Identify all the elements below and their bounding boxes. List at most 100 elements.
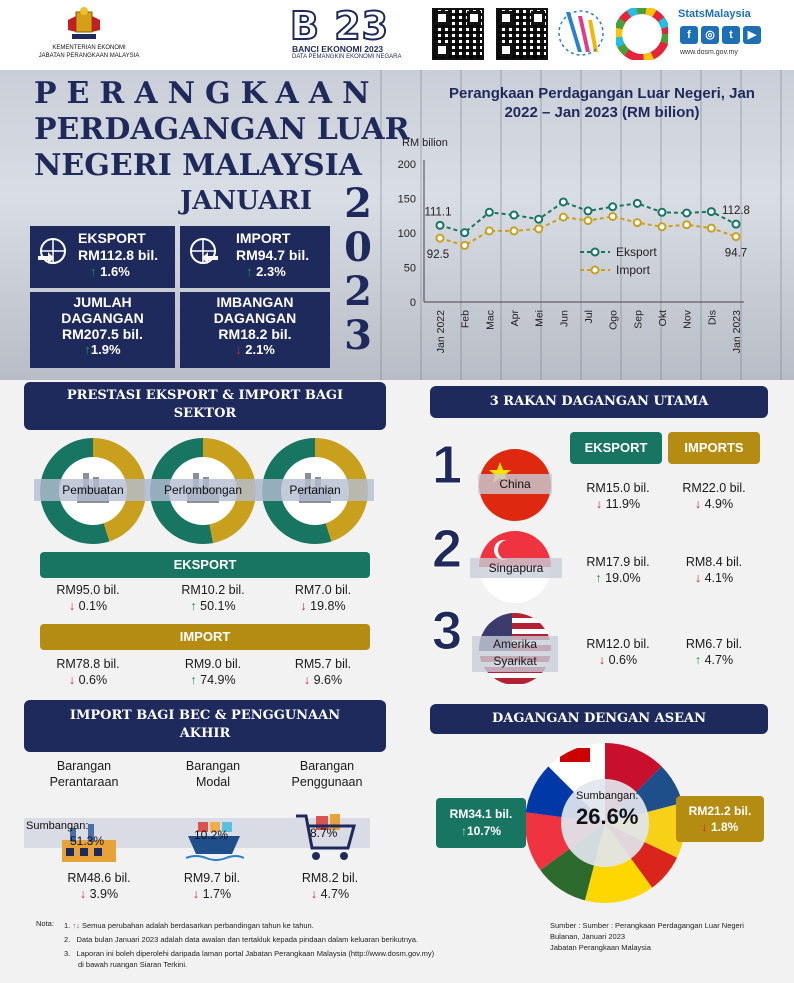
x-tick-label: Jan 2023 xyxy=(731,310,743,353)
bec-change: 1.7% xyxy=(202,887,232,901)
instagram-icon[interactable]: ◎ xyxy=(701,26,719,44)
globe-export-icon xyxy=(38,238,66,264)
y-tick-label: 0 xyxy=(410,297,416,309)
x-tick-label: Apr xyxy=(509,310,521,327)
data-point-import xyxy=(460,240,470,250)
singapura-import-value: RM8.4 bil. xyxy=(685,555,743,569)
change-text: 0.6% xyxy=(78,673,108,687)
donut-perlombongan: Perlombongan xyxy=(144,438,262,544)
value-text: RM95.0 bil. xyxy=(56,583,120,597)
jumlah-label2: DAGANGAN xyxy=(61,310,144,326)
jumlah-dagangan-box: JUMLAH DAGANGAN RM207.5 bil. ↑1.9% xyxy=(30,292,175,368)
data-point-import xyxy=(657,222,667,232)
data-point-import xyxy=(484,226,494,236)
trade-line-chart: RM bilion 0 50 100 150 200 Jan 2022 Feb Mac Apr Me… xyxy=(398,137,750,353)
data-point-import xyxy=(608,211,618,221)
x-tick-label: Jul xyxy=(583,310,595,323)
data-point-import xyxy=(558,212,568,222)
x-tick-label: Nov xyxy=(682,309,694,328)
amerika-import: RM6.7 bil. ↑ 4.7% xyxy=(672,636,756,668)
x-tick-label: Sep xyxy=(632,310,644,329)
data-point-import xyxy=(632,218,642,228)
data-point-import xyxy=(682,220,692,230)
coat-of-arms-logo xyxy=(68,7,100,39)
up-arrow-icon: ↑ xyxy=(190,599,197,613)
rakan-section-header: 3 RAKAN DAGANGAN UTAMA xyxy=(430,386,768,418)
facebook-icon[interactable]: f xyxy=(680,26,698,44)
change-text: 0.1% xyxy=(78,599,108,613)
sektor-name: Pertanian xyxy=(256,479,374,501)
bec-item-penggunaan-name: Barangan Penggunaan xyxy=(282,758,372,790)
sektor-name: Pembuatan xyxy=(34,479,152,501)
sektor-eksport-value: RM95.0 bil. ↓ 0.1% xyxy=(40,582,136,614)
legend-label: Eksport xyxy=(616,245,657,259)
website-url[interactable]: www.dosm.gov.my xyxy=(680,49,738,56)
data-point-import xyxy=(731,232,741,242)
singapura-import: RM8.4 bil. ↓ 4.1% xyxy=(672,554,756,586)
census-mascot-logo xyxy=(558,10,604,56)
amerika-eksport-change: 0.6% xyxy=(608,653,638,667)
y-axis-label: RM bilion xyxy=(402,137,448,149)
y-tick-label: 200 xyxy=(398,159,416,171)
year-digit: 0 xyxy=(344,224,372,271)
amerika-import-change: 4.7% xyxy=(704,653,734,667)
down-arrow-icon: ↓ xyxy=(310,887,318,901)
imbangan-change-value: 2.1% xyxy=(245,342,275,357)
singapura-eksport: RM17.9 bil. ↑ 19.0% xyxy=(578,554,658,586)
asean-flags-circle xyxy=(525,743,685,903)
note-3-cont: di bawah ruangan Siaran Terkini. xyxy=(78,960,188,969)
down-arrow-icon: ↓ xyxy=(68,673,76,687)
asean-import-box: RM21.2 bil. ↓ 1.8% xyxy=(676,796,764,842)
qr-code-icon[interactable] xyxy=(432,8,484,60)
asean-import-change: 1.8% xyxy=(710,820,739,834)
twitter-icon[interactable]: t xyxy=(722,26,740,44)
sektor-import-value: RM78.8 bil. ↓ 0.6% xyxy=(40,656,136,688)
change-text: 9.6% xyxy=(313,673,343,687)
down-arrow-icon: ↓ xyxy=(79,887,87,901)
header-bar xyxy=(0,0,794,70)
banci-line1: BANCI EKONOMI 2023 xyxy=(292,44,384,54)
x-tick-label: Mac xyxy=(484,310,496,330)
shopping-cart-icon xyxy=(296,814,356,860)
import-value: RM94.7 bil. xyxy=(236,247,310,263)
data-point-eksport xyxy=(484,207,494,217)
year-digit: 3 xyxy=(344,312,372,359)
rakan-import-tab: IMPORTS xyxy=(668,432,760,464)
y-tick-label: 150 xyxy=(398,194,416,206)
up-arrow-icon: ↑ xyxy=(84,342,91,357)
bec-modal-share: 10.2% xyxy=(194,828,229,842)
rank-2: 2 xyxy=(431,519,463,580)
bec-perantaraan-value: RM48.6 bil. ↓ 3.9% xyxy=(56,870,142,902)
country-line1: Amerika xyxy=(492,637,537,651)
globe-import-icon xyxy=(190,238,218,264)
sektor-title-line2: SEKTOR xyxy=(173,406,237,421)
data-point-import xyxy=(509,226,519,236)
source-line3: Jabatan Perangkaan Malaysia xyxy=(550,943,651,952)
value-text: RM7.0 bil. xyxy=(294,583,352,597)
change-text: 74.9% xyxy=(200,673,236,687)
donut-pembuatan: Pembuatan xyxy=(34,438,152,544)
youtube-icon[interactable]: ▶ xyxy=(743,26,761,44)
bec-title-line2: AKHIR xyxy=(179,726,231,741)
bec-item-perantaraan-name: Barangan Perantaraan xyxy=(34,758,134,790)
bec-change: 4.7% xyxy=(320,887,350,901)
rakan-eksport-tab: EKSPORT xyxy=(570,432,662,464)
data-point-eksport xyxy=(657,207,667,217)
imbangan-change: ↓ 2.1% xyxy=(180,342,330,357)
up-arrow-icon: ↑ xyxy=(190,673,197,687)
notes-list: 1. ↑↓ Semua perubahan adalah berdasarkan… xyxy=(64,920,484,970)
import-change: ↑ 2.3% xyxy=(246,264,286,279)
china-import-value: RM22.0 bil. xyxy=(682,481,746,495)
import-label: IMPORT xyxy=(236,230,291,246)
china-eksport-value: RM15.0 bil. xyxy=(586,481,650,495)
source-block: Sumber : Sumber : Perangkaan Perdagangan… xyxy=(550,920,780,953)
qr-code-facebook-icon[interactable] xyxy=(496,8,548,60)
note-3: Laporan ini boleh diperolehi daripada la… xyxy=(76,949,435,958)
x-tick-label: Jun xyxy=(558,310,570,327)
cargo-ship-icon xyxy=(185,822,244,861)
data-point-eksport xyxy=(558,197,568,207)
value-text: RM78.8 bil. xyxy=(56,657,120,671)
change-text: 19.8% xyxy=(310,599,346,613)
sektor-import-bar: IMPORT xyxy=(40,624,370,650)
x-tick-label: Ogo xyxy=(608,310,620,330)
